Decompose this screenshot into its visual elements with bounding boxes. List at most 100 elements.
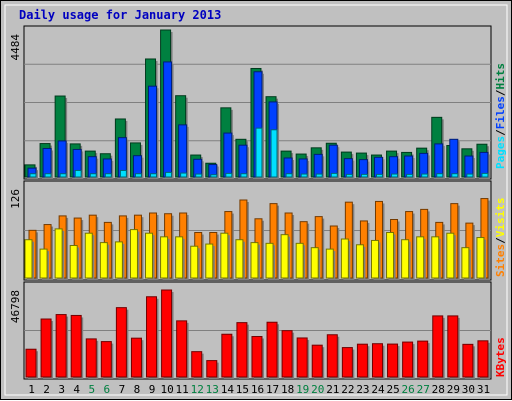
day-label: 6 [104,383,111,396]
visits-bar [446,232,455,279]
visits-bar [310,247,319,279]
kbytes-bar [236,322,248,378]
day-label: 13 [206,383,219,396]
kbytes-bar [447,315,459,378]
pages-bar [104,173,112,178]
pages-bar-shadow [197,176,204,179]
kbytes-bar [266,321,278,378]
visits-bar [401,239,410,279]
pages-bar-shadow [303,176,310,179]
visits-bar [416,236,425,279]
kbytes-bar [191,351,203,378]
pages-bar [165,171,173,178]
kbytes-bar [130,337,142,378]
day-label: 28 [432,383,445,396]
day-label: 5 [88,383,95,396]
visits-bar [355,244,364,279]
visits-bar [250,242,259,279]
day-label: 12 [191,383,204,396]
day-label: 18 [281,383,294,396]
kbytes-bar [432,315,444,378]
visits-bar [39,248,48,279]
day-label: 2 [43,383,50,396]
pages-bar [74,169,82,178]
files-bar [419,152,429,178]
files-bar [449,138,459,178]
day-label: 20 [311,383,324,396]
pages-bar [240,173,248,178]
visits-bar [461,247,470,279]
chart-title: Daily usage for January 2013 [19,8,222,22]
visits-bar [160,236,169,279]
visits-bar [99,242,108,279]
legend-bot: KBytes [494,337,507,377]
pages-bar [451,173,459,178]
pages-bar [44,173,52,178]
kbytes-bar [100,341,112,378]
pages-bar-shadow [363,176,370,179]
pages-bar [225,172,233,178]
legend-bot-kbytes: KBytes [494,337,507,377]
visits-bar [145,232,154,279]
pages-bar-shadow [378,176,385,179]
kbytes-bar [221,333,233,378]
files-bar [404,155,414,178]
pages-bar [345,173,353,178]
legend-mid-visits: Visits [494,198,507,238]
kbytes-bar [85,338,97,378]
legend-top: Pages/Files/Hits [494,63,507,169]
legend-mid: Sites/Visits [494,198,507,278]
visits-bar [340,238,349,279]
legend-mid-separator: / [494,237,507,244]
pages-bar [375,173,383,178]
day-label: 16 [251,383,264,396]
day-label: 7 [119,383,126,396]
legend-mid-sites: Sites [494,244,507,277]
day-label: 14 [221,383,235,396]
visits-bar [129,229,138,279]
day-label: 8 [134,383,141,396]
kbytes-bar [356,343,368,378]
kbytes-bar [161,289,173,378]
pages-bar-shadow [393,176,400,179]
kbytes-bar [371,343,383,378]
visits-bar [84,232,93,279]
visits-bar [265,242,274,279]
kbytes-bar [462,343,474,378]
files-bar [42,147,52,178]
pages-bar [59,173,67,178]
legend-top-files: Files [494,96,507,129]
day-label: 29 [447,383,460,396]
pages-bar [300,173,308,178]
legend-top-separator: / [494,89,507,96]
pages-bar [134,173,142,178]
visits-bar [175,236,184,279]
pages-bar [481,172,489,178]
pages-bar-shadow [348,176,355,179]
visits-bar [295,242,304,279]
pages-bar [436,173,444,178]
pages-bar [466,173,474,178]
pages-bar-shadow [468,176,475,179]
day-label: 3 [58,383,65,396]
visits-bar [325,248,334,279]
kbytes-bar [40,318,52,378]
pages-bar [210,174,218,178]
day-label: 27 [417,383,430,396]
files-bar [238,144,248,178]
kbytes-bar [281,330,293,378]
day-label: 11 [176,383,189,396]
kbytes-bar [70,314,82,378]
visits-bar [205,243,214,279]
pages-bar [195,173,203,178]
kbytes-bar [326,334,338,378]
kbytes-bar [55,314,67,378]
legend-top-hits: Hits [494,63,507,90]
pages-bar [255,127,263,178]
files-bar [223,132,233,178]
files-bar [148,85,158,178]
pages-bar [406,173,414,178]
day-label: 15 [236,383,249,396]
visits-bar [476,237,485,279]
